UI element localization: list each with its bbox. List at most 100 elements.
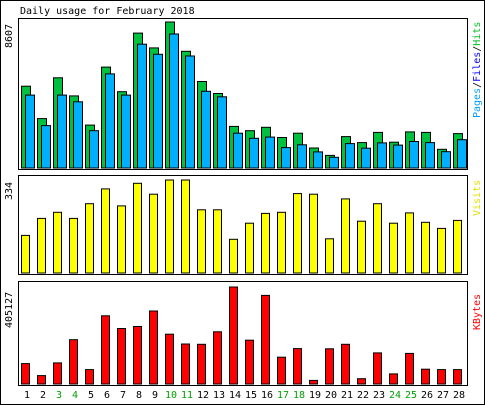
panel-kbytes-frame xyxy=(18,281,468,386)
bar-visits-day-6 xyxy=(101,188,110,274)
bar-files-day-5 xyxy=(89,130,99,169)
bar-kbytes-day-10 xyxy=(165,333,174,385)
legend-part: / xyxy=(472,82,483,88)
x-label-day-24: 24 xyxy=(389,390,401,401)
bar-files-day-16 xyxy=(265,136,275,169)
bar-kbytes-day-24 xyxy=(389,373,398,385)
panel-visits: 334 Visits xyxy=(4,175,483,275)
x-label-day-1: 1 xyxy=(24,390,30,401)
bar-visits-day-25 xyxy=(405,212,414,274)
bar-files-day-8 xyxy=(137,43,147,169)
bar-files-day-15 xyxy=(249,137,259,169)
bar-visits-day-10 xyxy=(165,179,174,274)
bar-files-day-18 xyxy=(297,144,307,169)
bar-visits-day-14 xyxy=(229,238,238,274)
bar-kbytes-day-4 xyxy=(69,339,78,385)
bar-files-day-20 xyxy=(329,156,339,169)
bar-kbytes-day-3 xyxy=(53,362,62,385)
bar-visits-day-2 xyxy=(37,217,46,274)
x-label-day-10: 10 xyxy=(165,390,177,401)
bar-kbytes-day-7 xyxy=(117,328,126,385)
x-label-day-16: 16 xyxy=(261,390,273,401)
bar-kbytes-day-12 xyxy=(197,343,206,385)
bar-kbytes-day-5 xyxy=(85,369,94,385)
bar-files-day-17 xyxy=(281,147,291,169)
bar-kbytes-day-22 xyxy=(357,378,366,385)
bar-files-day-10 xyxy=(169,33,179,169)
legend-part: Visits xyxy=(472,180,483,216)
bar-visits-day-13 xyxy=(213,209,222,274)
panel-visits-bars xyxy=(21,179,462,274)
bar-kbytes-day-11 xyxy=(181,343,190,385)
bar-kbytes-day-8 xyxy=(133,326,142,385)
panel-kbytes-bars xyxy=(21,286,462,385)
panel-visits-legend: Visits xyxy=(472,180,483,216)
bar-visits-day-19 xyxy=(309,193,318,274)
bar-kbytes-day-15 xyxy=(245,339,254,385)
legend-part: Pages xyxy=(472,88,483,118)
bar-files-day-14 xyxy=(233,132,243,169)
bar-visits-day-16 xyxy=(261,212,270,274)
panel-kbytes: 405127 KBytes xyxy=(4,281,483,386)
bar-kbytes-day-9 xyxy=(149,310,158,385)
bar-visits-day-28 xyxy=(453,219,462,274)
bar-files-day-2 xyxy=(41,125,51,169)
x-label-day-26: 26 xyxy=(421,390,433,401)
bar-kbytes-day-17 xyxy=(277,356,286,385)
chart-title: Daily usage for February 2018 xyxy=(20,6,195,17)
legend-part: / xyxy=(472,46,483,52)
bar-kbytes-day-25 xyxy=(405,352,414,385)
x-label-day-28: 28 xyxy=(453,390,465,401)
x-label-day-3: 3 xyxy=(56,390,62,401)
bar-files-day-6 xyxy=(105,73,115,169)
bar-files-day-11 xyxy=(185,55,195,169)
bar-kbytes-day-23 xyxy=(373,352,382,385)
bar-files-day-22 xyxy=(361,147,371,169)
bar-visits-day-3 xyxy=(53,211,62,274)
x-label-day-12: 12 xyxy=(197,390,209,401)
bar-files-day-27 xyxy=(441,151,451,169)
bar-visits-day-17 xyxy=(277,211,286,274)
bar-visits-day-23 xyxy=(373,203,382,274)
bar-visits-day-27 xyxy=(437,227,446,274)
x-label-day-21: 21 xyxy=(341,390,353,401)
bar-files-day-28 xyxy=(457,139,467,169)
bar-kbytes-day-19 xyxy=(309,379,318,385)
bar-visits-day-7 xyxy=(117,205,126,274)
bar-visits-day-21 xyxy=(341,198,350,274)
bar-files-day-7 xyxy=(121,94,131,169)
bar-kbytes-day-20 xyxy=(325,348,334,385)
bar-files-day-9 xyxy=(153,53,163,169)
bar-files-day-19 xyxy=(313,151,323,169)
x-label-day-22: 22 xyxy=(357,390,369,401)
x-label-day-2: 2 xyxy=(40,390,46,401)
x-label-day-27: 27 xyxy=(437,390,449,401)
panel-hits: 8607 Pages/Files/Hits xyxy=(4,18,483,170)
x-label-day-13: 13 xyxy=(213,390,225,401)
x-label-day-7: 7 xyxy=(120,390,126,401)
panel-visits-max-label: 334 xyxy=(4,182,15,200)
x-label-day-19: 19 xyxy=(309,390,321,401)
x-label-day-6: 6 xyxy=(104,390,110,401)
bar-kbytes-day-6 xyxy=(101,315,110,385)
bar-visits-day-22 xyxy=(357,220,366,274)
bar-visits-day-15 xyxy=(245,222,254,274)
bar-files-day-23 xyxy=(377,142,387,169)
bar-kbytes-day-13 xyxy=(213,331,222,385)
bar-visits-day-4 xyxy=(69,217,78,274)
x-label-day-18: 18 xyxy=(293,390,305,401)
x-axis-labels: 1 2 3 4 5 6 7 8 9 10 11 12 13 14 15 16 17 18 19 20 21 22 23 24 2… xyxy=(24,390,465,401)
x-label-day-20: 20 xyxy=(325,390,337,401)
bar-files-day-1 xyxy=(25,94,35,169)
legend-part: Files xyxy=(472,52,483,82)
bar-files-day-12 xyxy=(201,90,211,169)
bar-visits-day-8 xyxy=(133,182,142,274)
bar-kbytes-day-21 xyxy=(341,343,350,385)
x-label-day-23: 23 xyxy=(373,390,385,401)
bar-visits-day-24 xyxy=(389,222,398,274)
bar-visits-day-1 xyxy=(21,234,30,274)
bar-files-day-24 xyxy=(393,144,403,169)
bar-files-day-4 xyxy=(73,101,83,169)
x-label-day-25: 25 xyxy=(405,390,417,401)
